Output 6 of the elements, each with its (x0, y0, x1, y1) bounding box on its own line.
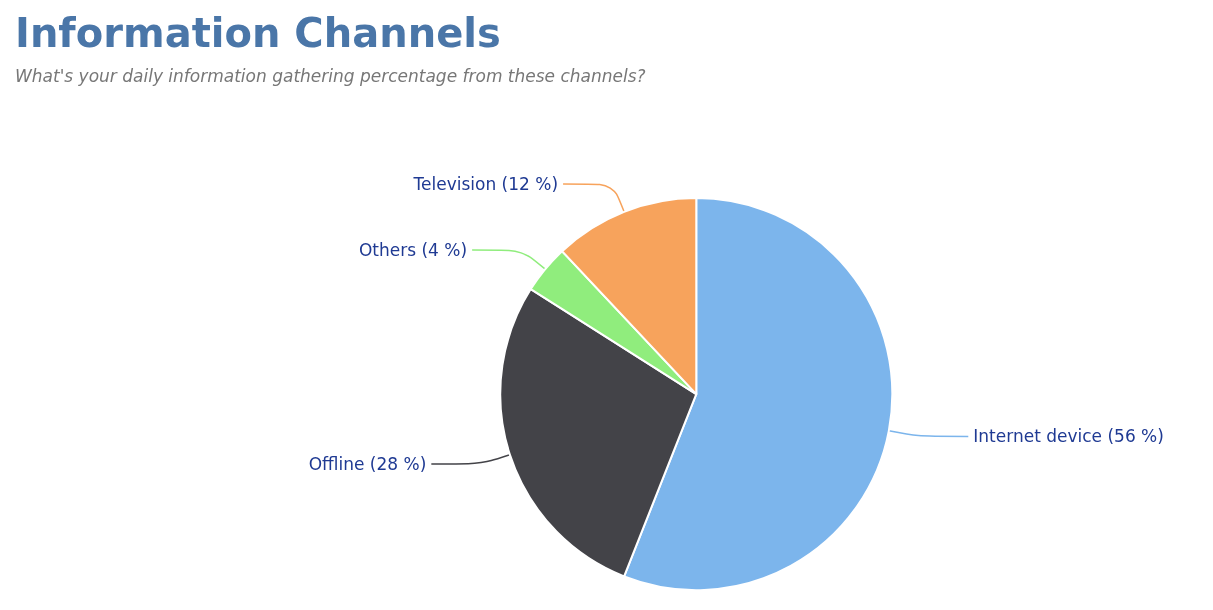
chart-title: Information Channels (15, 10, 501, 56)
slice-label: Others (4 %) (358, 240, 468, 261)
slice-label: Offline (28 %) (308, 453, 427, 474)
chart-subtitle: What's your daily information gathering percentage from these channels? (15, 65, 646, 86)
slice-label: Television (12 %) (412, 173, 559, 194)
slice-label: Internet device (56 %) (973, 426, 1164, 447)
